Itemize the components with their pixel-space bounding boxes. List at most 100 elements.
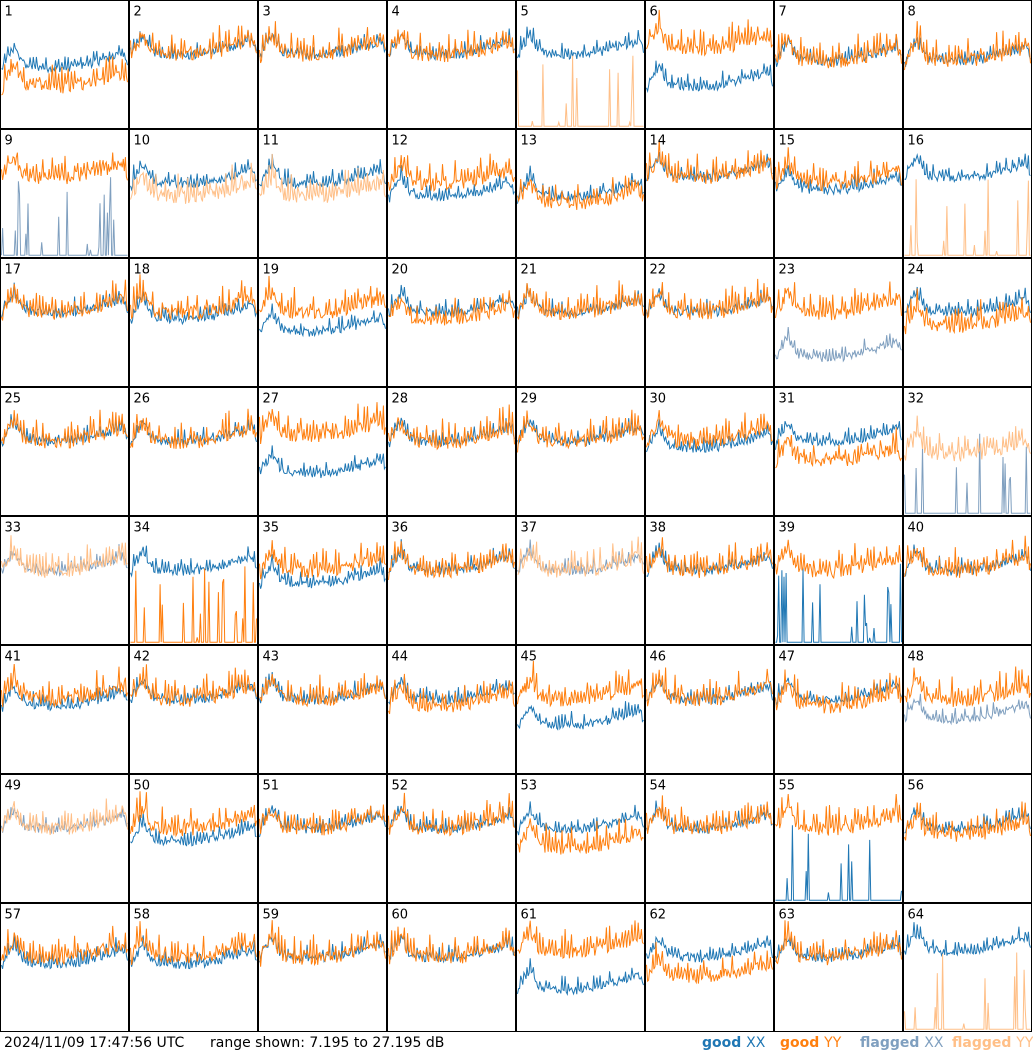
panel-32-xx-line — [904, 433, 1031, 514]
panel-label: 22 — [650, 263, 667, 278]
panel-48-yy-line — [904, 666, 1031, 707]
panel-16: 16 — [903, 129, 1032, 258]
panel-56-yy-line — [904, 801, 1031, 842]
panel-39-yy-line — [775, 539, 902, 580]
panel-3: 3 — [258, 0, 387, 129]
panel-label: 46 — [650, 650, 667, 665]
panel-15: 15 — [774, 129, 903, 258]
panel-20: 20 — [387, 258, 516, 387]
panel-4-yy-line — [388, 29, 515, 63]
panel-50-yy-line — [130, 791, 257, 838]
panel-13-yy-line — [517, 175, 644, 210]
panel-3-yy-line — [259, 21, 386, 64]
panel-label: 47 — [779, 650, 796, 665]
panel-42-yy-line — [130, 664, 257, 707]
panel-label: 2 — [134, 5, 142, 20]
panel-9-yy-line — [1, 152, 128, 185]
panel-14-yy-line — [646, 139, 773, 184]
panel-7-yy-line — [775, 32, 902, 69]
panel-label: 57 — [5, 908, 22, 923]
panel-39: 39 — [774, 516, 903, 645]
panel-19-yy-line — [259, 275, 386, 320]
panel-55: 55 — [774, 774, 903, 903]
panel-55-xx-line — [775, 825, 902, 901]
panel-label: 10 — [134, 134, 151, 149]
panel-29-xx-line — [517, 417, 644, 447]
panel-16-yy-line — [904, 179, 1031, 256]
timestamp: 2024/11/09 17:47:56 UTC — [4, 1035, 185, 1051]
legend-flagged-xx: flagged XX — [860, 1035, 944, 1051]
panel-46: 46 — [645, 645, 774, 774]
panel-31-xx-line — [775, 421, 902, 450]
panel-1-xx-line — [1, 42, 128, 74]
panel-44-xx-line — [388, 676, 515, 705]
panel-64-yy-line — [904, 952, 1031, 1030]
panel-33-yy-line — [1, 535, 128, 578]
panel-label: 15 — [779, 134, 796, 149]
panel-41: 41 — [0, 645, 129, 774]
footer: 2024/11/09 17:47:56 UTC range shown: 7.1… — [0, 1033, 1033, 1053]
panel-label: 32 — [908, 392, 925, 407]
panel-61-xx-line — [517, 958, 644, 996]
panel-50-xx-line — [130, 812, 257, 847]
panel-27-yy-line — [259, 402, 386, 445]
panel-18-yy-line — [130, 274, 257, 321]
panel-label: 16 — [908, 134, 925, 149]
panel-label: 41 — [5, 650, 22, 665]
panel-22-yy-line — [646, 278, 773, 320]
panel-64-xx-line — [904, 922, 1031, 958]
panel-57: 57 — [0, 903, 129, 1032]
panel-6-xx-line — [646, 60, 773, 94]
panel-28: 28 — [387, 387, 516, 516]
panel-label: 36 — [392, 521, 409, 536]
panel-9: 9 — [0, 129, 129, 258]
panel-34-xx-line — [130, 545, 257, 578]
panel-34-yy-line — [130, 566, 257, 643]
panel-43: 43 — [258, 645, 387, 774]
panel-label: 51 — [263, 779, 280, 794]
panel-45-xx-line — [517, 701, 644, 731]
panel-47-yy-line — [775, 669, 902, 714]
panel-label: 31 — [779, 392, 796, 407]
panel-1: 1 — [0, 0, 129, 129]
panel-label: 29 — [521, 392, 538, 407]
panel-11: 11 — [258, 129, 387, 258]
panel-15-yy-line — [775, 147, 902, 192]
panel-33: 33 — [0, 516, 129, 645]
panel-12-yy-line — [388, 153, 515, 193]
panel-62-xx-line — [646, 935, 773, 963]
panel-label: 27 — [263, 392, 280, 407]
panel-label: 62 — [650, 908, 667, 923]
panel-label: 43 — [263, 650, 280, 665]
panel-label: 64 — [908, 908, 925, 923]
panel-52-yy-line — [388, 792, 515, 837]
panel-53-xx-line — [517, 801, 644, 836]
panel-label: 44 — [392, 650, 409, 665]
panel-9-xx-line — [1, 177, 128, 256]
panel-label: 4 — [392, 5, 400, 20]
panel-13-xx-line — [517, 165, 644, 204]
panel-59-yy-line — [259, 920, 386, 967]
panel-label: 24 — [908, 263, 925, 278]
panel-19-xx-line — [259, 303, 386, 338]
panel-40: 40 — [903, 516, 1032, 645]
panel-label: 48 — [908, 650, 925, 665]
panel-54-yy-line — [646, 795, 773, 835]
panel-13: 13 — [516, 129, 645, 258]
panel-label: 12 — [392, 134, 409, 149]
panel-label: 30 — [650, 392, 667, 407]
panel-2: 2 — [129, 0, 258, 129]
panel-31: 31 — [774, 387, 903, 516]
panel-24-xx-line — [904, 286, 1031, 319]
panel-2-yy-line — [130, 25, 257, 61]
panel-37-yy-line — [517, 536, 644, 578]
panel-32: 32 — [903, 387, 1032, 516]
panel-63: 63 — [774, 903, 903, 1032]
panel-5: 5 — [516, 0, 645, 129]
panel-23: 23 — [774, 258, 903, 387]
panel-11-yy-line — [259, 153, 386, 203]
panel-label: 50 — [134, 779, 151, 794]
panel-41-yy-line — [1, 663, 128, 708]
panel-label: 35 — [263, 521, 280, 536]
panel-40-yy-line — [904, 535, 1031, 578]
